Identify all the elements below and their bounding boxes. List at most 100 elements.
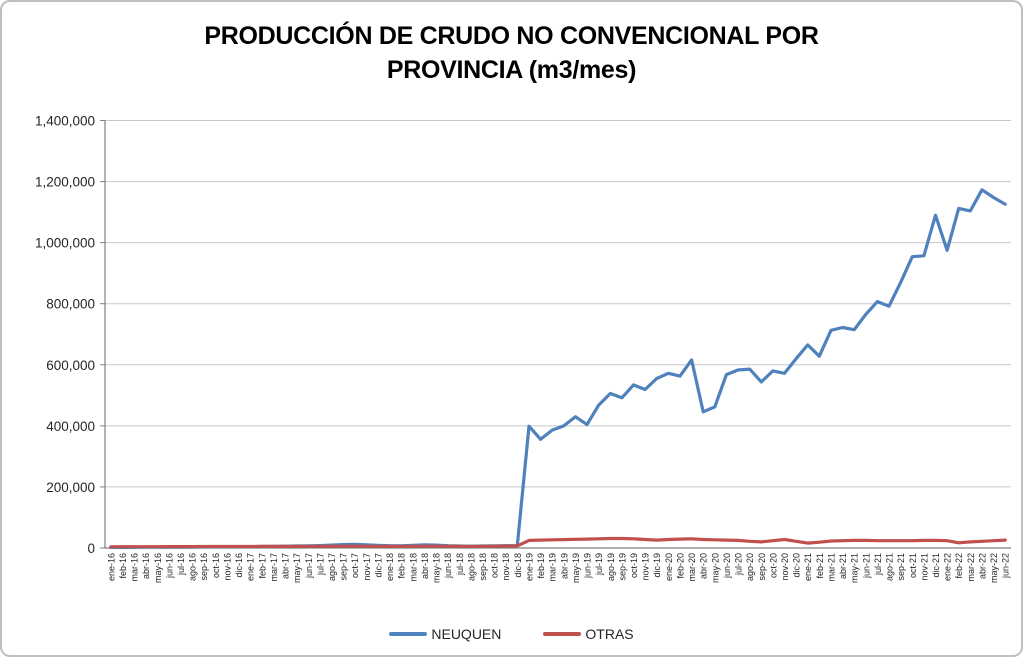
x-axis-label: may-16	[153, 553, 163, 583]
x-axis-label: mar-20	[687, 553, 697, 582]
x-axis-label: abr-21	[838, 553, 848, 579]
y-axis-label: 1,400,000	[35, 114, 95, 129]
x-axis-label: ago-17	[327, 553, 337, 581]
otras-line	[109, 536, 1007, 549]
x-axis-label: feb-18	[397, 553, 407, 579]
x-axis-label: nov-16	[222, 553, 232, 581]
legend-label-neuquen: NEUQUEN	[431, 626, 502, 642]
x-axis-label: oct-16	[211, 553, 221, 578]
x-axis-label: may-21	[850, 553, 860, 583]
x-axis-label: nov-21	[919, 553, 929, 581]
x-axis-label: may-18	[432, 553, 442, 583]
x-axis-label: abr-20	[699, 553, 709, 579]
x-axis-label: dic-18	[513, 553, 523, 578]
x-axis-label: mar-16	[130, 553, 140, 582]
x-axis-label: nov-18	[501, 553, 511, 581]
x-axis-label: feb-19	[536, 553, 546, 579]
x-axis-label: feb-22	[954, 553, 964, 579]
x-axis-label: sep-17	[339, 553, 349, 581]
x-axis-label: ago-16	[188, 553, 198, 581]
x-axis-label: may-20	[710, 553, 720, 583]
x-axis-label: sep-21	[896, 553, 906, 581]
x-axis-label: jul-16	[176, 553, 186, 576]
y-axis-label: 600,000	[46, 358, 95, 373]
x-axis-label: jun-17	[304, 553, 314, 579]
legend-item-otras: OTRAS	[543, 626, 634, 642]
neuquen-line	[109, 188, 1007, 550]
y-axis-label: 800,000	[46, 297, 95, 312]
x-axis-label: mar-17	[269, 553, 279, 582]
x-axis-label: ene-16	[106, 553, 116, 581]
chart-title-line1: PRODUCCIÓN DE CRUDO NO CONVENCIONAL POR	[204, 22, 819, 50]
x-axis-label: sep-18	[478, 553, 488, 581]
y-axis-label: 200,000	[46, 480, 95, 495]
x-axis-label: dic-21	[931, 553, 941, 578]
x-axis-label: dic-19	[652, 553, 662, 578]
x-axis-label: nov-20	[780, 553, 790, 581]
x-axis-label: nov-19	[641, 553, 651, 581]
x-axis-label: dic-17	[373, 553, 383, 578]
x-axis-label: jun-22	[1001, 553, 1011, 579]
x-axis-label: jun-20	[722, 553, 732, 579]
x-axis-label: ene-20	[664, 553, 674, 581]
x-axis-label: jul-17	[315, 553, 325, 576]
x-axis-label: oct-18	[490, 553, 500, 578]
x-axis-label: jun-21	[861, 553, 871, 579]
x-axis-label: jul-18	[455, 553, 465, 576]
x-axis-label: feb-21	[815, 553, 825, 579]
x-axis-label: mar-21	[826, 553, 836, 582]
x-axis-label: abr-19	[559, 553, 569, 579]
x-axis-label: jul-20	[734, 553, 744, 576]
x-axis-label: ago-21	[885, 553, 895, 581]
neuquen-line-swatch-icon	[389, 632, 428, 636]
x-axis-label: feb-16	[118, 553, 128, 579]
legend: NEUQUEN OTRAS	[2, 626, 1021, 642]
x-axis-label: oct-20	[768, 553, 778, 578]
x-axis-label: ene-19	[524, 553, 534, 581]
legend-item-neuquen: NEUQUEN	[389, 626, 501, 642]
y-axis-label: 1,200,000	[35, 175, 95, 190]
x-axis-label: sep-16	[199, 553, 209, 581]
x-axis-label: abr-16	[141, 553, 151, 579]
x-axis-label: dic-16	[234, 553, 244, 578]
legend-label-otras: OTRAS	[585, 626, 634, 642]
x-axis-label: abr-17	[281, 553, 291, 579]
x-axis-label: ago-19	[606, 553, 616, 581]
x-axis-label: ene-21	[803, 553, 813, 581]
x-axis-label: sep-19	[617, 553, 627, 581]
x-axis-label: may-22	[989, 553, 999, 583]
x-axis-label: ene-17	[246, 553, 256, 581]
x-axis-label: mar-22	[966, 553, 976, 582]
x-axis-label: ago-18	[466, 553, 476, 581]
x-axis-label: mar-19	[548, 553, 558, 582]
x-axis-label: ene-18	[385, 553, 395, 581]
chart-title-line2: PROVINCIA (m3/mes)	[386, 56, 637, 84]
x-axis-label: dic-20	[792, 553, 802, 578]
y-axis-label: 0	[87, 541, 95, 556]
x-axis-label: oct-19	[629, 553, 639, 578]
otras-line-swatch-icon	[543, 632, 582, 636]
x-axis-label: ene-22	[943, 553, 953, 581]
x-axis-label: nov-17	[362, 553, 372, 581]
x-axis-label: may-17	[292, 553, 302, 583]
y-axis-label: 1,000,000	[35, 236, 95, 251]
x-axis-label: may-19	[571, 553, 581, 583]
x-axis-label: jul-21	[873, 553, 883, 576]
x-axis-label: feb-17	[257, 553, 267, 579]
x-axis-label: abr-22	[977, 553, 987, 579]
x-axis-label: abr-18	[420, 553, 430, 579]
x-axis-label: oct-17	[350, 553, 360, 578]
x-axis-label: jun-19	[583, 553, 593, 579]
x-axis-label: jun-16	[164, 553, 174, 579]
chart-title: PRODUCCIÓN DE CRUDO NO CONVENCIONAL POR …	[2, 19, 1021, 87]
x-axis-label: sep-20	[757, 553, 767, 581]
y-axis-label: 400,000	[46, 419, 95, 434]
x-axis-label: jun-18	[443, 553, 453, 579]
x-axis-label: jul-19	[594, 553, 604, 576]
x-axis-label: ago-20	[745, 553, 755, 581]
x-axis-label: feb-20	[675, 553, 685, 579]
x-axis-label: mar-18	[408, 553, 418, 582]
x-axis-label: oct-21	[908, 553, 918, 578]
